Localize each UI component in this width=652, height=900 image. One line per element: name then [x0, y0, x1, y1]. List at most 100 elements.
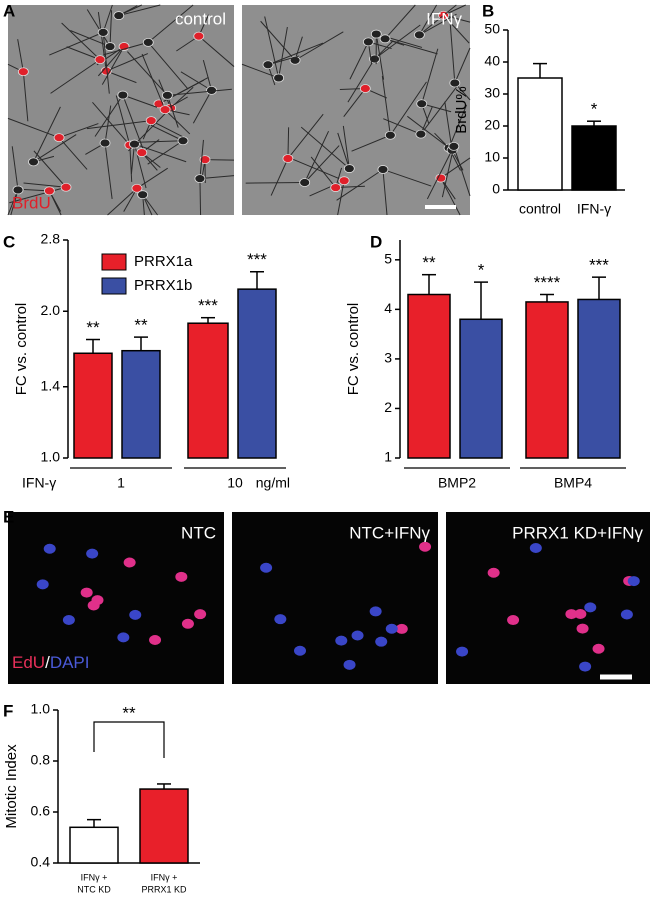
cell-body: [145, 116, 157, 126]
cell-process: [420, 106, 433, 135]
cell-process: [23, 182, 67, 188]
y-tick-label: 1.4: [41, 377, 61, 393]
cell-process: [407, 115, 453, 151]
cell-process: [50, 59, 101, 94]
cell-process: [199, 139, 204, 179]
cell-process: [33, 134, 77, 163]
cell-process: [70, 30, 111, 48]
x-axis-label: IFN-γ: [22, 475, 56, 491]
y-tick-label: 0: [492, 181, 500, 197]
nucleus: [335, 635, 348, 646]
cell-body: [117, 90, 129, 100]
cell-body: [94, 55, 106, 65]
cell-process: [137, 140, 184, 143]
cell-process: [127, 51, 168, 96]
cell-process: [180, 71, 212, 91]
cell-process: [441, 146, 455, 198]
cell-body: [413, 30, 425, 40]
y-tick-label: 3: [384, 350, 392, 366]
cell-process: [241, 63, 279, 79]
y-axis-label: FC vs. control: [345, 303, 362, 396]
cell-process: [384, 38, 438, 55]
cell-process: [134, 143, 187, 163]
cell-process: [129, 145, 133, 182]
x-tick-label: IFNγ +: [81, 872, 108, 882]
cell-process: [150, 124, 184, 142]
cell-process: [199, 178, 202, 216]
cell-process: [309, 180, 345, 197]
nucleus: [175, 571, 188, 582]
cell-body: [282, 154, 294, 163]
cell-body: [384, 130, 396, 140]
cell-process: [192, 90, 212, 124]
cell-body: [199, 155, 211, 165]
nucleus: [43, 543, 56, 554]
cell-process: [443, 14, 470, 44]
cell-process: [150, 120, 186, 139]
cell-process: [444, 101, 453, 151]
cell-body: [262, 60, 274, 70]
y-axis-label: Mitotic Index: [3, 744, 20, 829]
cell-body: [60, 182, 72, 192]
x-tick-label: IFNγ +: [151, 872, 178, 882]
cell-process: [449, 20, 456, 84]
cell-body: [370, 29, 382, 39]
cell-process: [264, 16, 280, 79]
nucleus: [129, 609, 142, 620]
cell-process: [147, 42, 189, 90]
cell-process: [342, 125, 350, 169]
cell-process: [454, 47, 471, 84]
bar: [407, 293, 451, 459]
significance: **: [134, 316, 148, 335]
bar: [571, 125, 617, 191]
nucleus: [574, 609, 587, 620]
nucleus: [592, 643, 605, 654]
y-tick-label: 4: [384, 300, 392, 316]
cell-process: [147, 140, 184, 165]
bar: [187, 322, 229, 459]
significance: **: [422, 253, 436, 272]
cell-body: [97, 27, 109, 37]
x-tick-label: BMP4: [554, 475, 592, 491]
cell-process: [421, 48, 439, 104]
cell-body: [53, 133, 65, 142]
cell-process: [122, 94, 158, 108]
cell-process: [418, 4, 438, 36]
image-label: NTC: [181, 523, 216, 542]
micrograph-kd-ifng: [446, 512, 650, 684]
legend-swatch: [101, 253, 127, 271]
significance: ***: [198, 296, 218, 315]
cell-process: [304, 145, 340, 183]
cell-body: [369, 54, 380, 64]
cell-process: [7, 117, 60, 139]
cell-process: [389, 81, 427, 136]
cell-process: [419, 13, 457, 36]
nucleus: [584, 602, 597, 613]
micrograph-ntc: [8, 512, 224, 684]
cell-process: [420, 86, 457, 135]
nucleus: [80, 587, 93, 598]
cell-body: [44, 186, 55, 196]
cell-process: [102, 32, 110, 94]
image-label: control: [175, 9, 226, 28]
panel-letter: B: [482, 1, 494, 20]
nucleus: [507, 615, 520, 626]
panel-letter: F: [3, 701, 13, 720]
y-axis-label: BrdU%: [453, 86, 470, 134]
bracket: [93, 721, 165, 758]
nucleus: [62, 614, 75, 625]
cell-process: [17, 39, 24, 72]
cell-process: [102, 4, 113, 33]
y-tick-label: 2: [384, 399, 392, 415]
nucleus: [194, 609, 207, 620]
cell-body: [415, 129, 427, 139]
cell-process: [130, 144, 135, 175]
x-unit: ng/ml: [256, 475, 290, 491]
nucleus: [565, 609, 578, 620]
bar: [577, 298, 621, 459]
stain-dapi: DAPI: [50, 653, 90, 672]
bracket-label: **: [122, 703, 136, 722]
cell-process: [33, 150, 67, 188]
cell-process: [300, 126, 350, 169]
cell-process: [343, 88, 366, 118]
